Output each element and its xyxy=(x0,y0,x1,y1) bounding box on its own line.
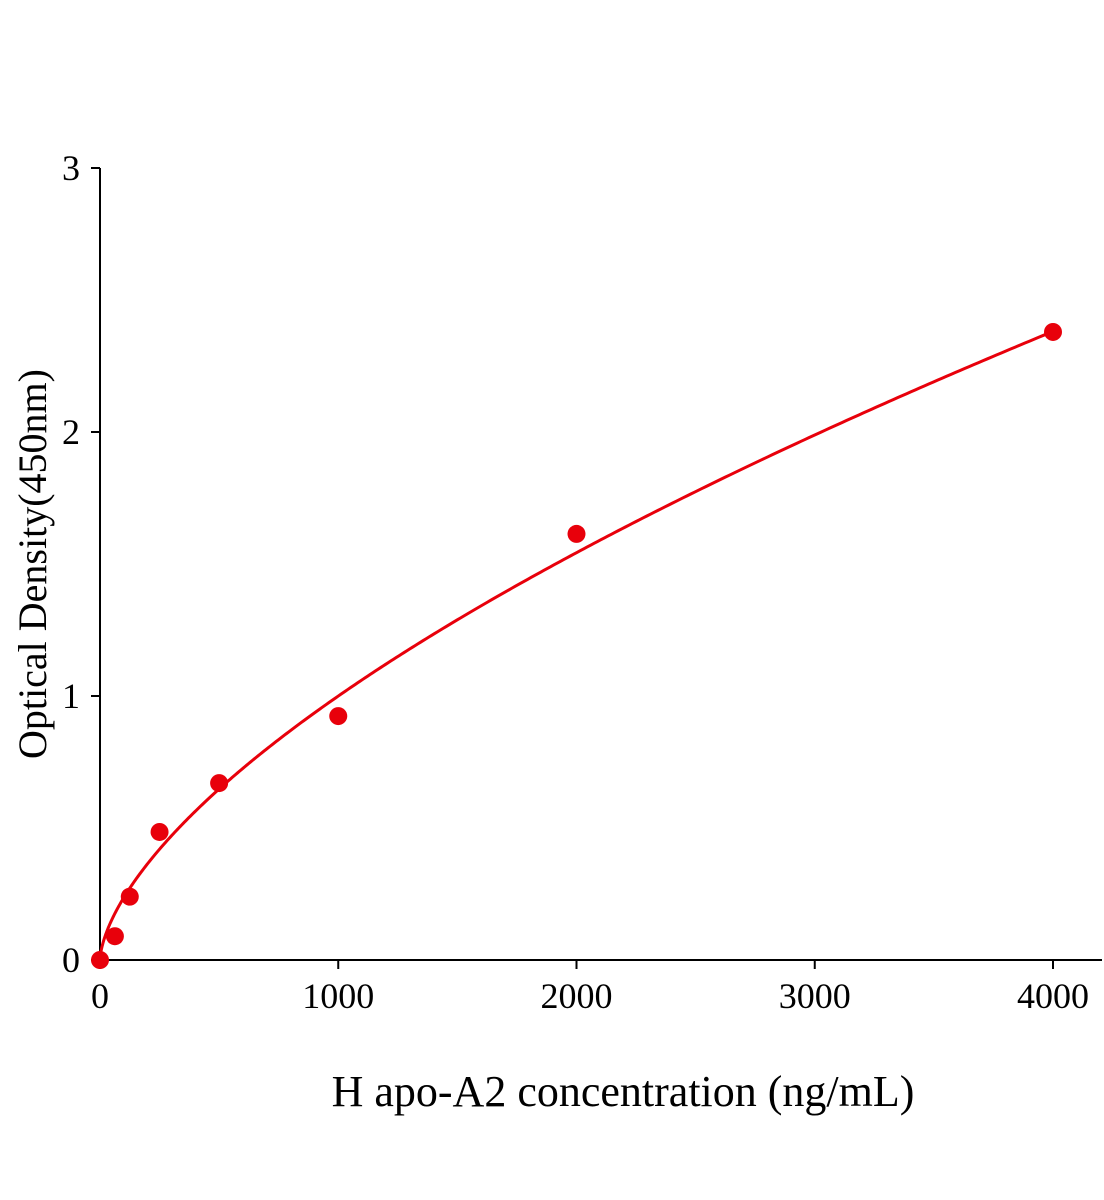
data-point xyxy=(150,822,169,841)
data-point xyxy=(105,927,124,946)
y-tick-label: 0 xyxy=(62,940,80,980)
x-tick-label: 4000 xyxy=(1017,976,1089,1016)
x-tick-label: 2000 xyxy=(541,976,613,1016)
data-point xyxy=(91,951,109,969)
y-tick-label: 3 xyxy=(62,148,80,188)
data-point xyxy=(567,524,586,543)
y-tick-label: 2 xyxy=(62,412,80,452)
x-tick-label: 1000 xyxy=(302,976,374,1016)
axes: 0 1000 2000 3000 4000 0 1 2 3 xyxy=(62,148,1102,1016)
data-point xyxy=(1044,322,1062,341)
data-point xyxy=(120,887,139,906)
x-tick-label: 3000 xyxy=(779,976,851,1016)
data-point xyxy=(329,707,348,726)
data-points xyxy=(91,322,1062,969)
y-tick-label: 1 xyxy=(62,676,80,716)
x-axis-label: H apo-A2 concentration (ng/mL) xyxy=(332,1067,915,1116)
data-point xyxy=(210,774,229,793)
y-axis-label: Optical Density(450nm) xyxy=(10,369,55,759)
fit-curve xyxy=(98,330,1054,961)
x-tick-label: 0 xyxy=(91,976,109,1016)
